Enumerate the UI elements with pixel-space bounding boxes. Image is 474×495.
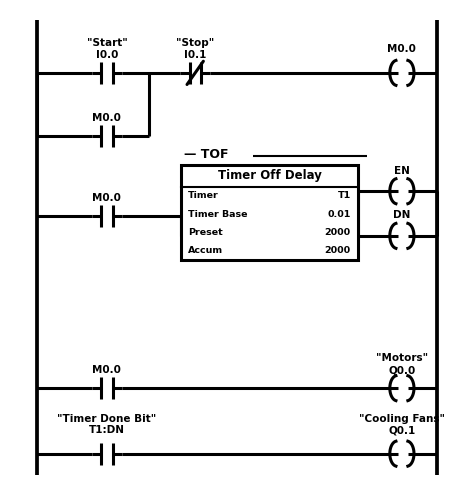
Text: — TOF: — TOF xyxy=(183,148,228,161)
Text: Timer Base: Timer Base xyxy=(188,210,248,219)
Text: Q0.1: Q0.1 xyxy=(388,425,416,435)
Text: Q0.0: Q0.0 xyxy=(388,365,416,375)
Text: EN: EN xyxy=(394,166,410,176)
Text: "Stop": "Stop" xyxy=(176,38,214,48)
Text: "Start": "Start" xyxy=(87,38,128,48)
Text: "Cooling Fans": "Cooling Fans" xyxy=(359,414,445,424)
Text: "Motors": "Motors" xyxy=(376,353,428,363)
Text: I0.0: I0.0 xyxy=(96,50,118,60)
Text: M0.0: M0.0 xyxy=(387,45,416,54)
Text: I0.1: I0.1 xyxy=(184,50,206,60)
Text: M0.0: M0.0 xyxy=(92,193,121,203)
Text: Timer: Timer xyxy=(188,192,219,200)
Text: T1:DN: T1:DN xyxy=(89,425,125,435)
Text: 0.01: 0.01 xyxy=(328,210,351,219)
Text: Accum: Accum xyxy=(188,246,223,255)
Text: T1: T1 xyxy=(337,192,351,200)
Bar xyxy=(181,165,358,259)
Text: "Timer Done Bit": "Timer Done Bit" xyxy=(57,414,156,424)
Text: DN: DN xyxy=(393,210,410,220)
Text: 2000: 2000 xyxy=(325,246,351,255)
Text: 2000: 2000 xyxy=(325,228,351,237)
Text: Timer Off Delay: Timer Off Delay xyxy=(218,169,321,183)
Text: M0.0: M0.0 xyxy=(92,365,121,375)
Text: Preset: Preset xyxy=(188,228,223,237)
Text: M0.0: M0.0 xyxy=(92,113,121,123)
